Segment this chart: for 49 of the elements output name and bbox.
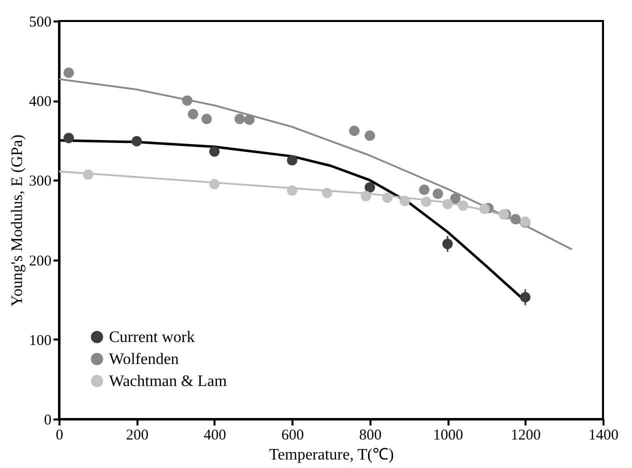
x-tick-label: 400	[204, 428, 226, 444]
point	[286, 155, 298, 166]
point	[131, 136, 142, 146]
point	[322, 188, 332, 198]
point	[244, 114, 255, 125]
legend-label: Wolfenden	[109, 351, 179, 368]
point	[442, 198, 453, 210]
point	[458, 200, 468, 211]
point	[63, 68, 74, 78]
x-tick-label: 200	[126, 428, 148, 444]
point	[420, 196, 432, 207]
point	[188, 108, 198, 120]
x-axis-title: Temperature, T(℃)	[269, 446, 394, 464]
x-tick-label: 1200	[510, 428, 541, 444]
point	[432, 188, 444, 199]
point	[479, 204, 490, 214]
point	[442, 238, 453, 250]
point	[182, 95, 192, 106]
point	[382, 192, 393, 203]
point	[510, 214, 521, 224]
y-tick-label: 400	[29, 94, 52, 110]
y-tick-label: 200	[29, 253, 52, 270]
point	[286, 185, 298, 196]
x-tick-label: 1400	[588, 428, 618, 444]
x-tick-label: 1000	[433, 428, 464, 444]
y-tick-label: 100	[29, 332, 52, 349]
x-tick-label: 0	[56, 428, 64, 444]
y-axis-title: Young's Modulus, E (GPa)	[9, 134, 26, 306]
point	[63, 132, 74, 144]
y-tick-label: 0	[44, 412, 52, 428]
point	[82, 169, 94, 180]
point	[419, 184, 430, 195]
x-tick-label: 800	[359, 428, 382, 444]
x-tick-label: 600	[281, 428, 304, 444]
point	[349, 126, 360, 136]
point	[201, 114, 212, 124]
point	[520, 292, 531, 302]
y-tick-label: 300	[29, 174, 52, 190]
y-tick-label: 500	[29, 14, 52, 30]
point	[364, 130, 376, 141]
point	[360, 190, 372, 202]
legend-label: Current work	[109, 329, 195, 346]
point	[364, 182, 376, 193]
point	[209, 146, 220, 157]
point	[209, 178, 220, 190]
point	[400, 196, 410, 206]
point	[234, 114, 245, 124]
point	[450, 193, 461, 204]
legend-label: Wachtman & Lam	[109, 373, 228, 390]
